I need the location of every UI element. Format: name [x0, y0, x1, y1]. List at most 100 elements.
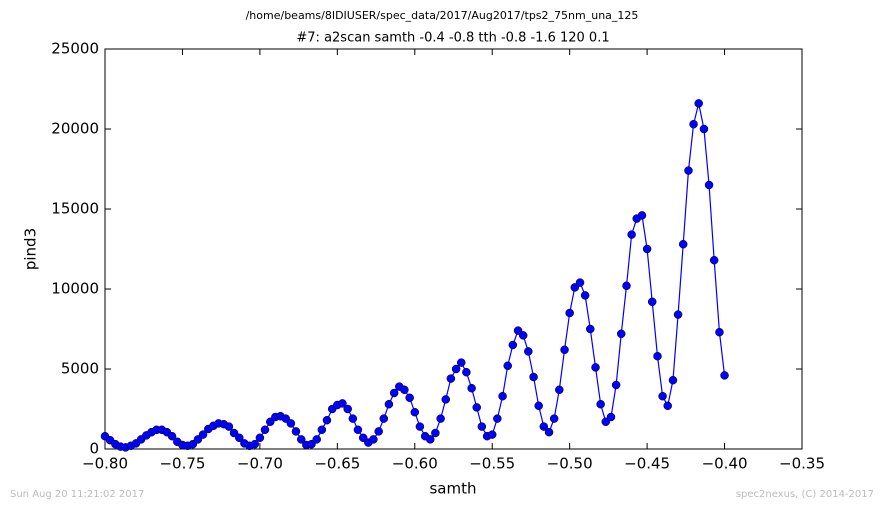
- data-point: [379, 414, 389, 423]
- data-point: [389, 388, 399, 398]
- data-point: [534, 401, 543, 411]
- y-tick-label: 0: [89, 440, 99, 458]
- series-line: [104, 103, 726, 449]
- data-point: [250, 439, 260, 449]
- data-point: [224, 422, 234, 431]
- x-tick-label: −0.40: [702, 455, 748, 473]
- data-point: [446, 374, 456, 383]
- data-point: [415, 422, 425, 431]
- data-point: [668, 375, 678, 385]
- data-point: [451, 364, 461, 374]
- data-point: [586, 324, 595, 334]
- data-point: [235, 433, 244, 443]
- data-point: [591, 363, 600, 372]
- footer-right: spec2nexus, (C) 2014-2017: [736, 489, 874, 500]
- data-point: [472, 403, 481, 412]
- chart-title: #7: a2scan samth -0.4 -0.8 tth -0.8 -1.6…: [296, 31, 609, 46]
- data-point: [384, 399, 394, 409]
- data-point: [565, 308, 574, 318]
- data-point: [374, 427, 383, 436]
- data-point: [616, 329, 626, 339]
- data-point: [622, 281, 631, 291]
- data-point: [575, 278, 585, 287]
- data-point: [405, 393, 414, 403]
- data-point: [560, 345, 569, 355]
- data-point: [410, 407, 420, 417]
- data-point: [493, 414, 502, 423]
- x-tick-label: −0.70: [237, 455, 283, 473]
- data-point: [580, 291, 590, 300]
- data-point: [198, 430, 208, 439]
- data-point: [611, 380, 621, 390]
- x-tick-label: −0.80: [82, 455, 128, 473]
- y-axis-label: pind3: [22, 228, 40, 270]
- data-point: [544, 427, 554, 437]
- data-point: [312, 435, 321, 444]
- x-axis-label: samth: [429, 480, 476, 498]
- data-point: [637, 211, 647, 220]
- data-point: [709, 255, 719, 265]
- data-point: [704, 180, 714, 190]
- suptitle: /home/beams/8IDIUSER/spec_data/2017/Aug2…: [246, 9, 639, 22]
- data-point: [260, 425, 270, 435]
- data-point: [663, 401, 672, 411]
- data-point: [487, 430, 497, 439]
- data-point: [229, 428, 239, 438]
- data-point: [658, 391, 667, 401]
- y-tick-label: 20000: [51, 120, 99, 138]
- data-point: [498, 391, 507, 401]
- data-point: [296, 435, 306, 444]
- plot-frame: [104, 48, 803, 450]
- data-point: [601, 417, 611, 427]
- data-point: [647, 297, 657, 307]
- x-tick-label: −0.55: [469, 455, 515, 473]
- data-point: [606, 412, 616, 422]
- x-tick-label: −0.60: [392, 455, 438, 473]
- data-point: [353, 425, 363, 435]
- data-point: [539, 422, 549, 431]
- data-point: [348, 414, 358, 423]
- data-point: [642, 244, 652, 254]
- data-point: [699, 124, 709, 134]
- data-point: [462, 367, 471, 377]
- data-point: [255, 433, 265, 443]
- x-tick-label: −0.45: [624, 455, 670, 473]
- y-tick-label: 10000: [51, 280, 99, 298]
- data-point: [524, 347, 533, 356]
- data-point: [549, 414, 559, 423]
- data-point: [431, 428, 440, 438]
- data-point: [503, 361, 512, 371]
- data-point: [436, 414, 445, 423]
- data-point: [400, 385, 409, 395]
- data-point: [689, 119, 698, 129]
- data-point: [317, 425, 327, 435]
- data-point: [343, 404, 352, 414]
- data-point: [673, 310, 683, 319]
- data-point: [694, 99, 703, 108]
- data-point: [627, 230, 636, 239]
- data-point: [720, 371, 729, 380]
- data-point: [307, 439, 316, 449]
- data-point: [456, 358, 466, 367]
- data-point: [426, 435, 435, 444]
- data-point: [596, 399, 605, 409]
- data-point: [467, 383, 476, 393]
- y-tick-label: 15000: [51, 200, 99, 218]
- data-point: [291, 427, 301, 436]
- data-point: [678, 239, 688, 249]
- data-point: [441, 395, 451, 404]
- footer-left: Sun Aug 20 11:21:02 2017: [10, 489, 144, 500]
- data-point: [555, 385, 564, 395]
- data-point: [653, 351, 662, 361]
- x-tick-label: −0.75: [159, 455, 205, 473]
- data-point: [508, 340, 518, 350]
- data-point: [338, 399, 347, 408]
- data-point: [684, 166, 693, 175]
- x-tick-label: −0.35: [779, 455, 825, 473]
- data-point: [570, 283, 580, 292]
- data-point: [286, 419, 296, 428]
- x-tick-label: −0.50: [547, 455, 593, 473]
- y-tick-label: 5000: [61, 360, 99, 378]
- data-point: [167, 431, 177, 441]
